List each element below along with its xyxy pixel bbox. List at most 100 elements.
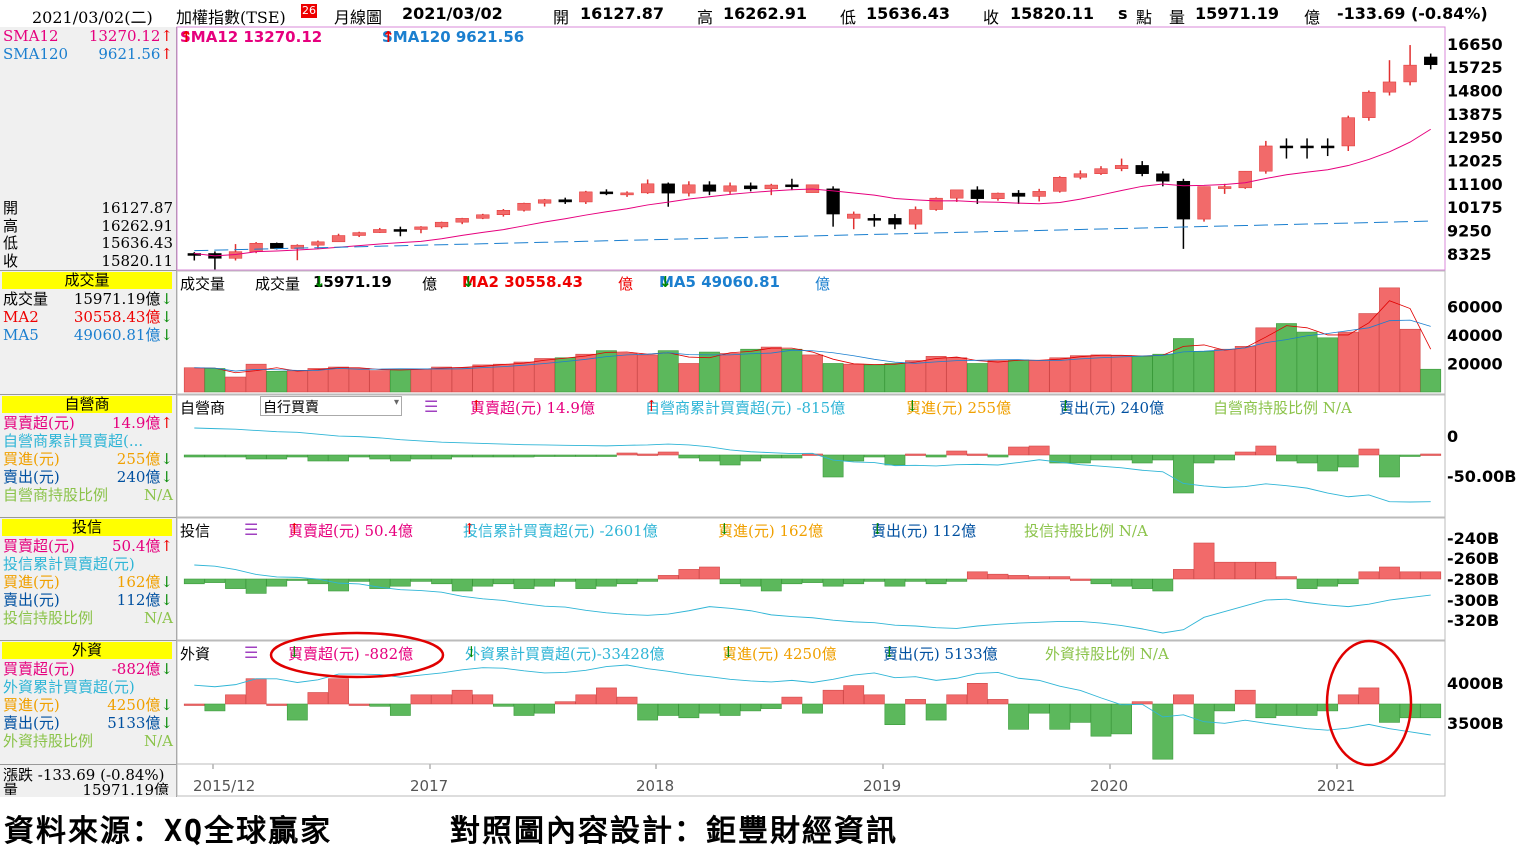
row-value: 14.9億	[112, 414, 161, 432]
candle-body	[1424, 56, 1438, 65]
volume-bar	[183, 367, 205, 393]
net-bar	[369, 578, 391, 589]
volume-bar	[369, 370, 391, 393]
sma120-value: 9621.56	[98, 45, 161, 63]
net-bar	[554, 578, 576, 582]
down-arrow-icon: ↓	[160, 573, 173, 591]
volume-bar	[204, 368, 226, 393]
candle-body	[1114, 165, 1129, 169]
date-label: 2021/03/02(二)	[32, 8, 153, 27]
volume-bar	[1234, 346, 1256, 393]
change-value: -133.69 (-0.84%)	[1337, 4, 1488, 23]
net-bar	[307, 692, 329, 705]
down-arrow-icon: ↓	[883, 643, 896, 661]
dealer-type-select-value: 自行買賣	[263, 400, 319, 416]
candle-body	[1403, 64, 1417, 83]
row-label: 自營商持股比例	[3, 486, 109, 504]
dealer-sell-text: 賣出(元) 240億	[1059, 399, 1165, 417]
price-panel: 16650 15725 14800 13875 12950 12025 11100 10175…	[187, 35, 1503, 270]
candle-body	[1382, 81, 1397, 93]
ma2-unit: 億	[618, 275, 634, 293]
net-bar	[225, 454, 246, 458]
list-icon[interactable]: ☰	[244, 520, 259, 539]
candle-body	[702, 184, 717, 192]
net-bar	[678, 703, 700, 719]
net-bar	[183, 703, 205, 706]
net-bar	[513, 703, 535, 716]
trust-cum-text: 投信累計買賣超(元) -2601億	[463, 522, 658, 540]
list-icon[interactable]: ☰	[424, 397, 439, 416]
volume-bar	[1049, 357, 1071, 393]
index-name: 加權指數(TSE)	[176, 8, 286, 27]
net-bar	[1173, 694, 1194, 705]
panel-frame	[176, 394, 1446, 518]
volume-bar	[657, 350, 679, 393]
chart-svg[interactable]: 16650 15725 14800 13875 12950 12025 11100 10175…	[0, 0, 1538, 797]
ohlc-label: 收	[3, 252, 19, 270]
net-bar	[760, 578, 782, 592]
panel-frame	[176, 26, 1446, 271]
row-label: 買賣超(元)	[3, 660, 75, 678]
volume-bar	[822, 363, 844, 393]
net-bar	[1008, 575, 1029, 580]
trust-panel-name: 投信	[180, 522, 211, 540]
volume-bar	[802, 354, 823, 393]
list-icon[interactable]: ☰	[244, 643, 259, 662]
candle-body	[311, 241, 325, 246]
dealer-panel: 0 -50.00B	[183, 427, 1516, 503]
tick-label: -260B	[1447, 549, 1499, 568]
net-bar	[863, 454, 885, 458]
net-bar	[1420, 453, 1442, 456]
net-bar	[1028, 576, 1050, 580]
net-bar	[1111, 578, 1132, 587]
panel-frame	[176, 517, 1446, 641]
volume-bar	[925, 356, 947, 393]
panel-frame	[176, 270, 1446, 395]
net-bar	[719, 578, 741, 585]
ohlc-label: 高	[3, 217, 19, 235]
badge: 26	[301, 4, 317, 18]
volume-bar	[410, 368, 432, 393]
net-bar	[266, 578, 288, 587]
chevron-down-icon: ▾	[393, 397, 399, 408]
net-bar	[1090, 578, 1112, 585]
net-bar	[946, 450, 968, 456]
net-bar	[1152, 703, 1174, 760]
dealer-type-select[interactable]: 自行買賣 ▾	[260, 396, 402, 416]
row-value: 240億	[116, 468, 161, 486]
foreign-buy-text: 買進(元) 4250億	[722, 645, 837, 663]
net-bar	[389, 703, 411, 716]
row-label: 成交量	[3, 290, 49, 308]
net-bar	[637, 703, 659, 721]
divider	[0, 517, 176, 518]
volume-bar	[781, 348, 803, 393]
net-bar	[225, 694, 246, 705]
ohlc-value: 16262.91	[101, 217, 173, 235]
volume-bar	[1296, 331, 1318, 393]
tick-label: 4000B	[1447, 674, 1504, 693]
chart-kind-label[interactable]: 月線圖	[334, 8, 383, 27]
net-bar	[328, 578, 349, 592]
x-axis-frame	[176, 763, 1446, 797]
candle-body	[1341, 117, 1355, 147]
sma12-line	[194, 128, 1431, 257]
dealer-ratio: 自營商持股比例 N/A	[1213, 399, 1352, 417]
price-tick-label: 15725	[1447, 58, 1503, 77]
candle-body	[1156, 173, 1170, 182]
net-bar	[1214, 454, 1236, 461]
x-tick-label: 2020	[1090, 777, 1128, 795]
foreign-sell-row: 賣出(元) 5133億↓	[3, 714, 173, 732]
up-arrow-icon: ↑	[288, 520, 301, 538]
net-bar	[204, 578, 226, 583]
net-bar	[987, 699, 1009, 705]
price-tick-label: 16650	[1447, 35, 1503, 54]
net-bar	[1234, 561, 1256, 580]
volume-bar	[1008, 359, 1029, 393]
foreign-cum-text: 外資累計買賣超(元)-33428億	[465, 645, 665, 663]
net-bar	[328, 678, 349, 705]
candle-body	[517, 202, 531, 211]
dealer-buy-text: 買進(元) 255億	[906, 399, 1012, 417]
candle-body	[1197, 186, 1211, 220]
source-text: 資料來源：XQ全球贏家	[4, 814, 333, 849]
row-value: 5133億	[107, 714, 161, 732]
